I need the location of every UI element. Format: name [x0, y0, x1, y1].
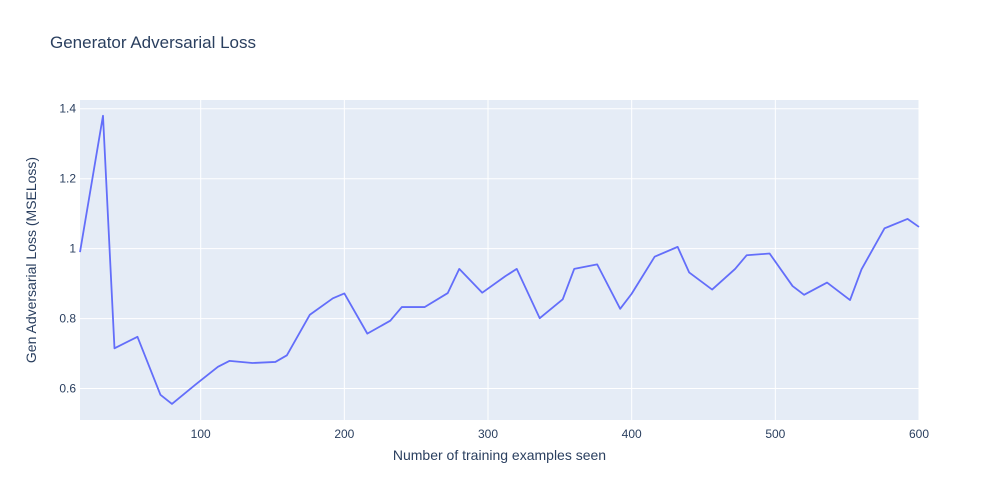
y-axis-title: Gen Adversarial Loss (MSELoss) — [23, 157, 39, 363]
y-gridlines — [80, 108, 919, 390]
plot-background — [80, 100, 919, 420]
x-axis-title: Number of training examples seen — [393, 447, 606, 463]
x-tick-label: 500 — [765, 427, 785, 441]
x-gridlines — [200, 100, 920, 420]
y-tick-label: 1.2 — [59, 172, 76, 186]
y-tick-label: 0.6 — [59, 382, 76, 396]
y-tick-label: 1 — [69, 242, 76, 256]
y-tick-label: 0.8 — [59, 312, 76, 326]
x-tick-label: 300 — [478, 427, 498, 441]
y-tick-labels: 0.6 0.8 1 1.2 1.4 — [59, 102, 76, 396]
y-tick-label: 1.4 — [59, 102, 76, 116]
x-tick-label: 600 — [909, 427, 929, 441]
x-tick-label: 200 — [334, 427, 354, 441]
x-tick-label: 400 — [622, 427, 642, 441]
x-tick-labels: 100 200 300 400 500 600 — [191, 427, 930, 441]
series-layer — [79, 114, 920, 405]
series-line — [79, 114, 920, 405]
x-tick-label: 100 — [191, 427, 211, 441]
chart-title: Generator Adversarial Loss — [50, 33, 256, 52]
